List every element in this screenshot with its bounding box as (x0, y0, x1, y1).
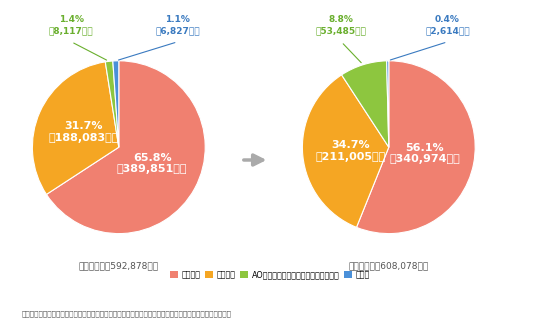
Wedge shape (356, 61, 475, 234)
Wedge shape (342, 61, 389, 147)
Text: 65.8%
（389,851人）: 65.8% （389,851人） (117, 153, 187, 174)
Wedge shape (387, 61, 389, 147)
Legend: 一般入試, 推薦入試, AO（アドミッション・オフィス）入試, その他: 一般入試, 推薦入試, AO（アドミッション・オフィス）入試, その他 (167, 267, 373, 282)
Wedge shape (46, 61, 205, 234)
Wedge shape (105, 61, 119, 147)
Text: 1.4%
（8,117人）: 1.4% （8,117人） (49, 15, 93, 35)
Wedge shape (302, 75, 389, 227)
Text: （注意）「その他」：専門高校・総合学科卒業生入試、社会人入試、帰国子女・中国引揚者等子女入試など: （注意）「その他」：専門高校・総合学科卒業生入試、社会人入試、帰国子女・中国引揚… (22, 310, 232, 317)
Wedge shape (113, 61, 119, 147)
Text: （入学者数：592,878人）: （入学者数：592,878人） (79, 261, 159, 270)
Text: 56.1%
（340,974人）: 56.1% （340,974人） (389, 143, 460, 164)
Text: 31.7%
（188,083人）: 31.7% （188,083人） (49, 121, 119, 143)
Wedge shape (32, 62, 119, 195)
Text: 34.7%
（211,005人）: 34.7% （211,005人） (316, 140, 386, 162)
Text: 1.1%
（6,827人）: 1.1% （6,827人） (155, 15, 200, 35)
Text: 0.4%
（2,614人）: 0.4% （2,614人） (425, 15, 470, 35)
Text: （入学者数：608,078人）: （入学者数：608,078人） (349, 261, 429, 270)
Text: 8.8%
（53,485人）: 8.8% （53,485人） (316, 15, 367, 35)
